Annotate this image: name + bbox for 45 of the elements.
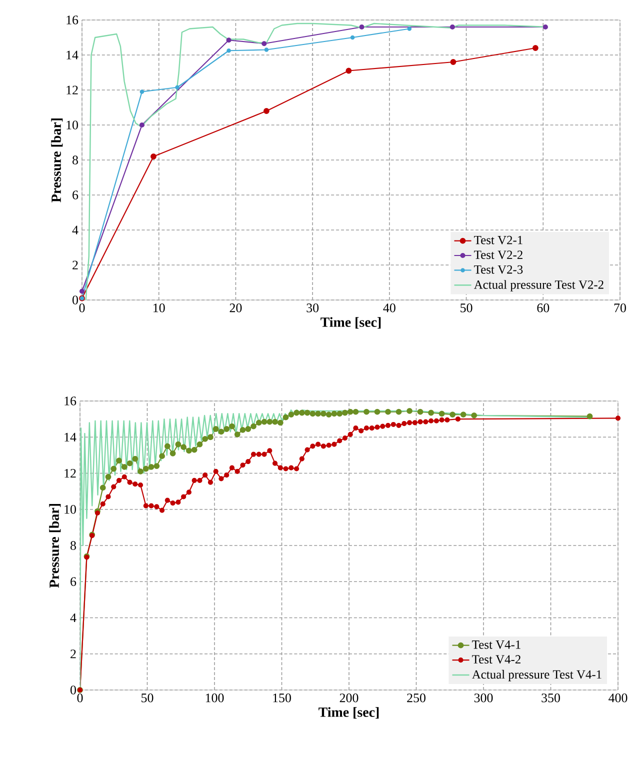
y-tick-label: 0 [70,686,76,694]
x-tick-label: 30 [306,304,319,312]
y-tick-label: 4 [70,613,76,622]
legend-label: Test V2-2 [474,250,522,260]
x-axis-title: Time [sec] [320,317,381,329]
y-tick-label: 8 [72,156,78,164]
y-axis-title: Pressure [bar] [51,118,63,202]
y-tick-label: 0 [72,296,78,304]
y-tick-label: 2 [72,260,78,270]
x-tick-label: 50 [460,304,472,312]
y-tick-label: 10 [66,120,78,130]
x-tick-label: 70 [614,304,626,312]
y-tick-label: 4 [72,226,78,234]
y-tick-label: 6 [72,190,78,200]
y-axis-title: Pressure [bar] [49,504,61,588]
legend-label: Test V2-3 [474,265,523,274]
y-tick-label: 16 [64,396,76,406]
legend-label: Test V4-1 [472,640,520,649]
x-tick-label: 300 [474,694,493,702]
y-tick-label: 14 [64,432,76,442]
legend-label: Actual pressure Test V2-2 [474,280,604,292]
x-axis-title: Time [sec] [318,707,379,719]
x-tick-label: 20 [230,304,242,312]
x-tick-label: 100 [206,694,224,702]
x-tick-label: 250 [407,694,426,702]
y-tick-label: 12 [64,468,76,478]
y-tick-label: 8 [70,541,76,550]
y-tick-label: 14 [66,50,78,60]
x-tick-label: 0 [79,304,85,312]
y-tick-label: 6 [70,577,76,586]
x-tick-label: 200 [340,694,358,702]
x-tick-label: 10 [154,304,165,312]
x-tick-label: 150 [273,694,291,702]
y-tick-label: 12 [66,86,78,94]
legend-label: Test V2-1 [474,236,522,244]
legend-label: Actual pressure Test V4-1 [472,670,602,682]
x-tick-label: 60 [537,304,550,312]
x-tick-label: 350 [542,694,560,702]
y-tick-label: 16 [66,16,78,24]
x-tick-label: 400 [608,694,628,702]
x-tick-label: 50 [142,694,154,702]
y-tick-label: 10 [64,505,76,514]
x-tick-label: 40 [383,304,396,312]
y-tick-label: 2 [70,650,76,658]
legend-label: Test V4-2 [472,655,520,664]
